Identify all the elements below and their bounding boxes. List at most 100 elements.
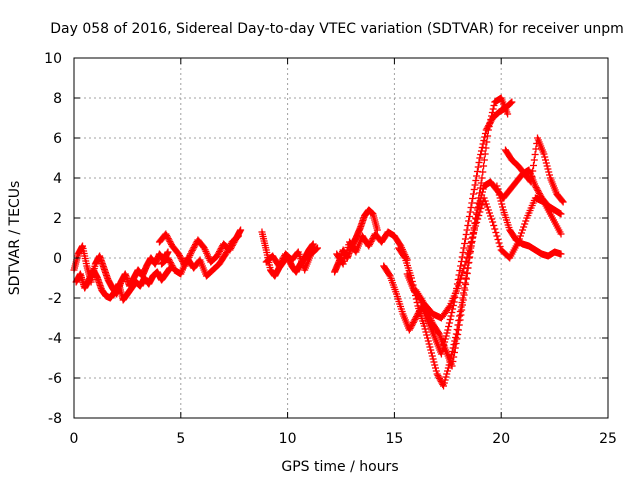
data-point	[162, 230, 170, 238]
data-point-interp	[217, 245, 225, 252]
data-point-interp	[226, 243, 234, 250]
data-point-interp	[406, 325, 414, 332]
data-point	[373, 226, 381, 234]
data-point-interp	[459, 296, 467, 304]
data-point-interp	[428, 352, 436, 360]
data-point-interp	[444, 367, 452, 375]
data-point-interp	[189, 245, 197, 253]
data-point	[222, 250, 230, 258]
data-point-interp	[479, 188, 487, 196]
data-point-interp	[450, 349, 458, 356]
data-point-interp	[165, 256, 173, 263]
data-point-interp	[165, 236, 173, 244]
data-point-interp	[451, 344, 459, 352]
data-point-interp	[474, 215, 482, 223]
data-point-interp	[476, 208, 484, 216]
data-point-interp	[443, 370, 451, 378]
data-point-interp	[224, 246, 232, 253]
data-point-interp	[424, 337, 432, 345]
data-point-interp	[465, 217, 473, 225]
data-point-interp	[426, 343, 434, 351]
data-point-interp	[475, 212, 483, 219]
data-point-interp	[558, 197, 566, 205]
data-point-interp	[458, 253, 466, 261]
data-point	[476, 154, 484, 162]
data-point-interp	[278, 256, 286, 264]
data-point-interp	[482, 144, 490, 152]
data-point-interp	[449, 358, 457, 365]
data-point-interp	[483, 138, 491, 146]
data-point	[493, 182, 501, 190]
data-point-interp	[459, 249, 467, 256]
data-point-interp	[167, 239, 175, 247]
data-point-interp	[442, 373, 450, 381]
y-tick-label: 8	[53, 91, 62, 107]
data-point-interp	[544, 165, 552, 173]
data-point-interp	[190, 244, 198, 251]
data-point-interp	[530, 156, 538, 164]
data-point-interp	[431, 361, 439, 369]
data-point-interp	[234, 233, 242, 241]
data-point	[531, 182, 539, 190]
data-point-interp	[188, 247, 196, 254]
data-point	[175, 250, 183, 258]
data-point-interp	[454, 331, 462, 338]
y-axis-label: SDTVAR / TECUs	[7, 181, 23, 296]
data-point-interp	[481, 150, 489, 158]
data-point-interp	[429, 355, 437, 363]
x-tick-label: 10	[279, 431, 297, 447]
data-point	[164, 254, 172, 262]
data-point	[508, 98, 516, 106]
data-point-interp	[498, 200, 506, 208]
data-point	[237, 226, 245, 234]
data-point-interp	[473, 172, 481, 180]
x-tick-label: 20	[492, 431, 510, 447]
data-point-interp	[463, 270, 471, 277]
data-point-interp	[216, 246, 224, 254]
data-point-interp	[453, 335, 461, 343]
data-point-interp	[488, 112, 496, 120]
data-point-interp	[483, 203, 491, 211]
data-point	[469, 190, 477, 198]
data-point-interp	[516, 232, 524, 240]
data-point	[213, 252, 221, 260]
data-point-interp	[542, 156, 550, 164]
data-point-interp	[499, 203, 507, 211]
data-point-interp	[407, 323, 415, 331]
data-point	[433, 370, 441, 378]
data-point-interp	[529, 167, 537, 175]
data-point-interp	[470, 186, 478, 193]
x-tick-label: 25	[599, 431, 617, 447]
data-point	[559, 198, 567, 206]
data-point-interp	[409, 319, 417, 326]
data-point	[478, 174, 486, 182]
x-tick-label: 0	[70, 431, 79, 447]
data-point-interp	[338, 259, 346, 267]
data-point-interp	[479, 185, 487, 193]
data-point-interp	[276, 261, 284, 268]
data-point-interp	[546, 171, 554, 179]
data-point-interp	[489, 105, 497, 113]
data-point-interp	[533, 185, 541, 193]
data-point-interp	[486, 119, 494, 127]
data-point-interp	[408, 322, 416, 329]
data-point-interp	[543, 162, 551, 170]
data-point	[437, 350, 445, 358]
data-point-interp	[462, 258, 470, 265]
data-point-interp	[528, 173, 536, 180]
data-point-interp	[400, 253, 408, 261]
data-point-interp	[532, 184, 540, 191]
data-point	[527, 178, 535, 186]
data-point-interp	[313, 245, 321, 253]
y-tick-label: -2	[48, 291, 62, 307]
data-point-interp	[485, 209, 493, 217]
data-point	[463, 226, 471, 234]
data-point-interp	[534, 187, 542, 194]
data-point-interp	[367, 238, 375, 245]
data-point-interp	[176, 253, 184, 261]
data-point-interp	[435, 373, 443, 381]
data-point	[275, 262, 283, 270]
data-point-interp	[163, 232, 171, 239]
data-point-interp	[519, 226, 527, 234]
y-tick-label: -4	[48, 331, 62, 347]
